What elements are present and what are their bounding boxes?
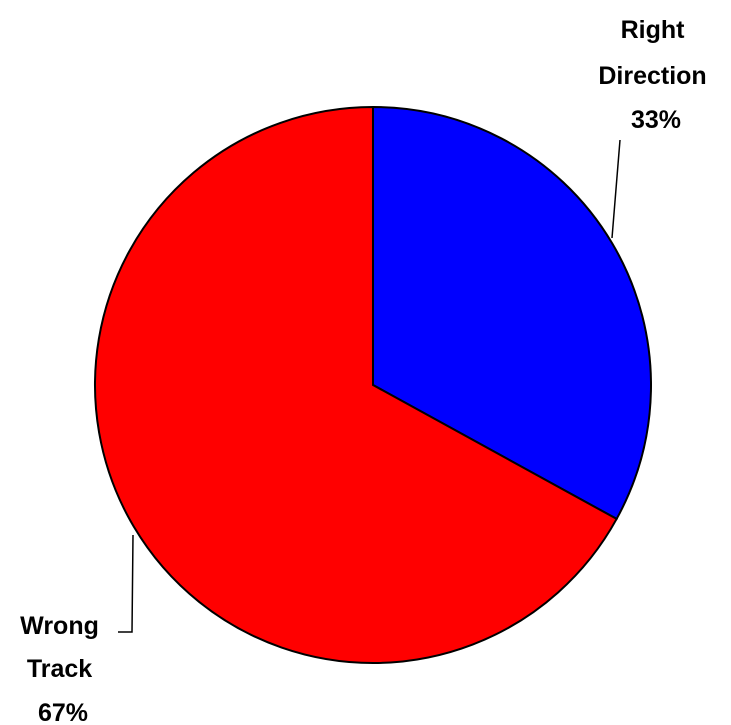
right-direction-label-line-1: Right <box>621 16 686 44</box>
right-direction-value-label: 33% <box>631 106 681 134</box>
pie-slice-right-direction <box>372 105 652 521</box>
right-direction-leader <box>611 139 621 239</box>
wrong-track-value-label: 67% <box>38 699 88 725</box>
right-direction-label-line-2: Direction <box>598 62 706 90</box>
wrong-track-leader <box>118 534 134 633</box>
wrong-track-label-line-2: Track <box>27 655 92 683</box>
right-direction-label: Right Direction 33% <box>598 16 713 134</box>
wrong-track-label: Wrong Track 67% <box>20 612 106 725</box>
pie-slice-wrong-track <box>94 105 618 664</box>
pie-slices <box>94 105 652 664</box>
wrong-track-label-line-1: Wrong <box>20 612 99 640</box>
